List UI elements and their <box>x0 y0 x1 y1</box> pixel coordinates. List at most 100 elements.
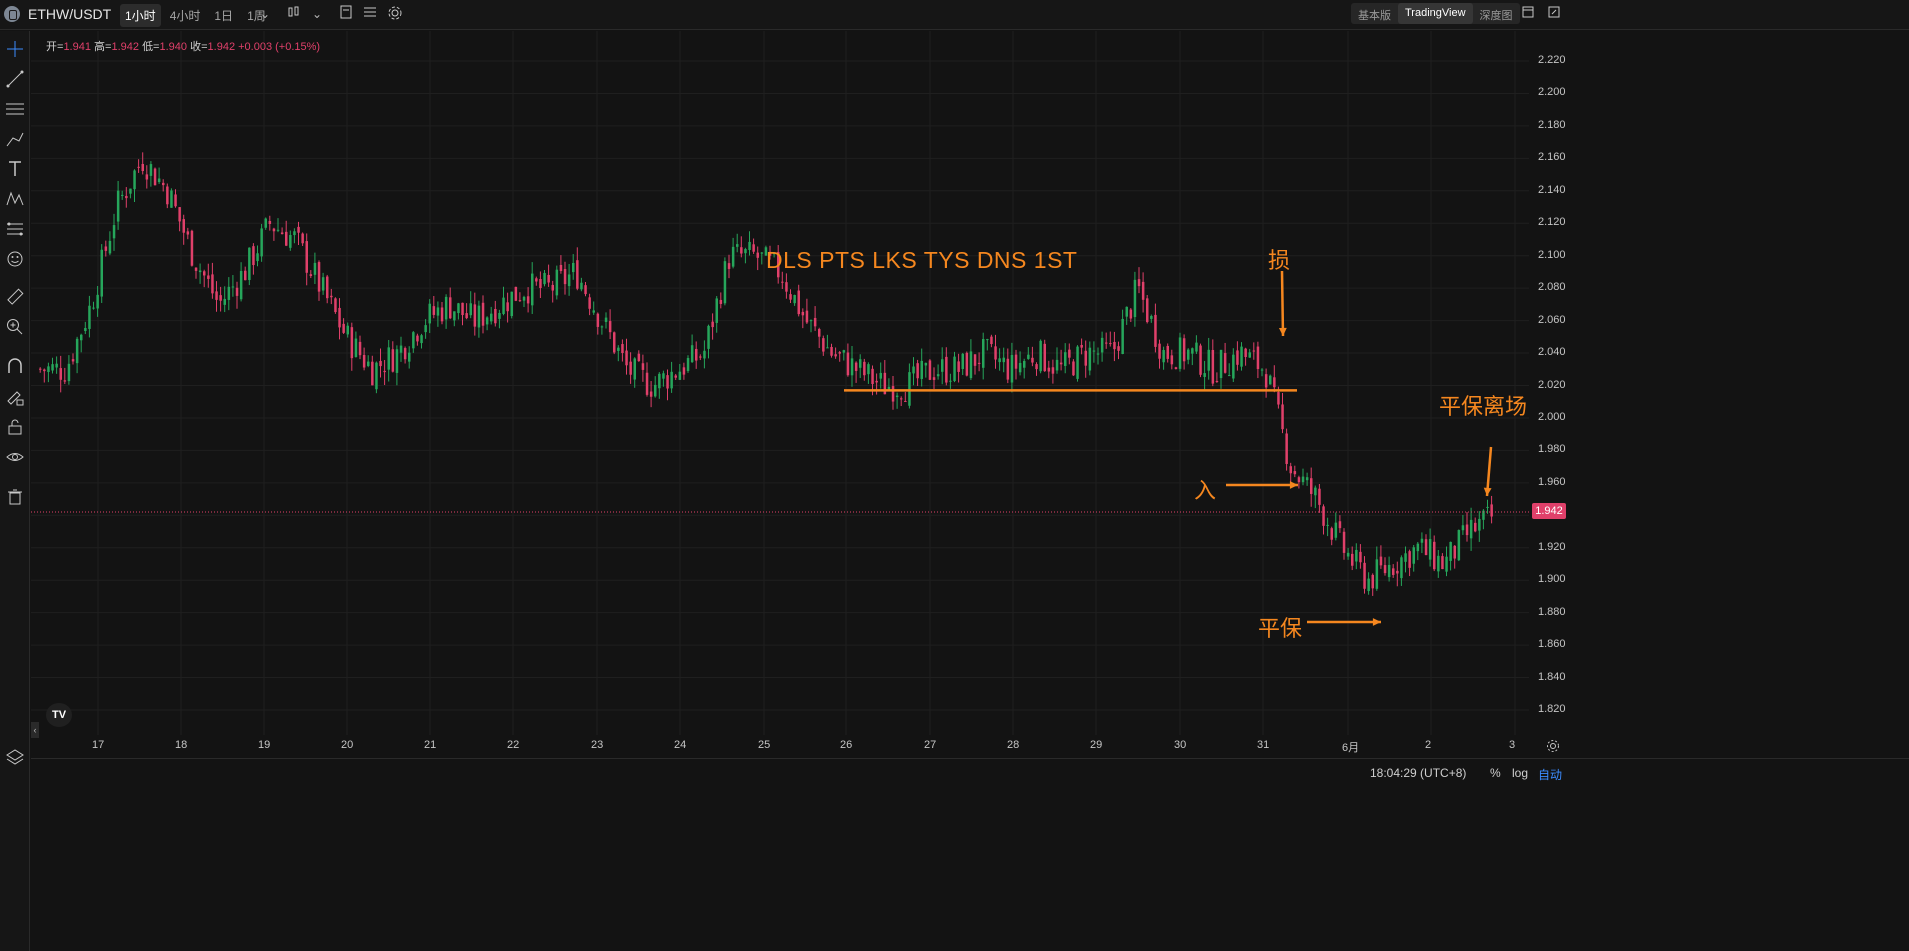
layers-icon[interactable] <box>5 747 25 767</box>
candle-body <box>949 380 952 382</box>
candle-body <box>203 271 206 276</box>
price-tick: 1.840 <box>1538 670 1566 683</box>
time-tick: 6月 <box>1342 742 1360 754</box>
candle-body <box>1273 377 1276 388</box>
axis-settings-gear-icon[interactable] <box>1546 739 1560 753</box>
candle-body <box>313 262 317 275</box>
candle-body <box>1187 349 1190 360</box>
menu-list-icon[interactable] <box>361 5 379 23</box>
interval-1d[interactable]: 1日 <box>214 9 234 23</box>
candle-body <box>309 274 313 276</box>
candle-body <box>1043 343 1046 372</box>
interval-4h[interactable]: 4小时 <box>169 9 201 23</box>
candle-body <box>170 190 173 208</box>
candle-body <box>1240 346 1243 367</box>
candle-body <box>846 352 850 376</box>
indicator-icon[interactable] <box>337 5 355 23</box>
candle-body <box>1305 477 1309 481</box>
view-depth[interactable]: 深度图 <box>1479 10 1513 22</box>
candle-body <box>125 195 128 199</box>
brush-icon[interactable] <box>5 129 25 149</box>
candle-body <box>420 335 423 344</box>
log-toggle[interactable]: log <box>1512 766 1529 780</box>
candle-body <box>781 281 784 283</box>
lock-icon[interactable] <box>5 417 25 437</box>
candle-body <box>1387 564 1391 578</box>
candle-body <box>941 359 944 372</box>
tradingview-logo[interactable]: TV <box>46 703 72 727</box>
candle-body <box>1018 362 1022 373</box>
candle-body <box>1383 565 1387 574</box>
candle-body <box>63 380 67 382</box>
zoom-icon[interactable] <box>5 317 25 337</box>
candle-body <box>469 303 472 316</box>
interval-1h[interactable]: 1小时 <box>120 4 161 27</box>
trendline-icon[interactable] <box>5 69 25 89</box>
fib-lines-icon[interactable] <box>5 99 25 119</box>
ruler-icon[interactable] <box>5 287 25 307</box>
view-basic[interactable]: 基本版 <box>1358 10 1391 22</box>
candle-body <box>969 351 973 379</box>
window-icon[interactable] <box>1519 5 1537 23</box>
fullscreen-icon[interactable] <box>1545 5 1563 23</box>
candle-body <box>342 323 345 333</box>
candle-body <box>818 329 821 337</box>
candle-body <box>305 241 308 273</box>
gear-icon[interactable] <box>386 5 404 23</box>
interval-1w[interactable]: 1周 <box>247 9 266 23</box>
candle-body <box>272 228 276 232</box>
candle-body <box>547 274 550 283</box>
candle-body <box>900 398 903 400</box>
ohlc-open: 1.941 <box>63 41 91 53</box>
candle-body <box>875 380 878 383</box>
price-axis[interactable] <box>1530 31 1909 735</box>
candle-type-icon[interactable] <box>285 5 303 23</box>
ohlc-close-label: 收= <box>190 41 208 53</box>
symbol-title[interactable]: ETHW/USDT <box>28 6 112 22</box>
time-tick: 22 <box>507 739 520 751</box>
stop-arrow-head <box>1278 327 1287 336</box>
percent-toggle[interactable]: % <box>1490 766 1501 780</box>
candle-body <box>129 188 132 194</box>
collapse-toolbar-button[interactable]: ‹ <box>31 722 39 738</box>
candle-body <box>711 321 714 328</box>
crosshair-icon[interactable] <box>5 39 25 59</box>
magnet-icon[interactable] <box>5 357 25 377</box>
candle-body <box>395 349 399 373</box>
price-chart[interactable] <box>31 31 1529 735</box>
candle-body <box>375 362 378 390</box>
annotation-stop: 损 <box>1268 248 1291 273</box>
chevron-down-icon[interactable]: ⌄ <box>311 7 323 21</box>
time-axis[interactable] <box>31 735 1530 755</box>
time-tick: 27 <box>924 739 937 751</box>
lock-drawing-icon[interactable] <box>5 387 25 407</box>
candle-body <box>834 354 837 357</box>
candle-body <box>1027 354 1030 359</box>
candle-body <box>362 354 366 368</box>
candle-body <box>149 164 153 176</box>
time-tick: 23 <box>591 739 604 751</box>
candle-body <box>965 352 969 376</box>
interval-selector: 1小时 4小时 1日 1周 <box>120 4 271 27</box>
eye-icon[interactable] <box>5 447 25 467</box>
candle-body <box>1158 343 1161 359</box>
pattern-icon[interactable] <box>5 189 25 209</box>
candle-body <box>703 350 706 359</box>
auto-toggle[interactable]: 自动 <box>1538 768 1563 782</box>
candle-body <box>1355 549 1358 562</box>
price-tick: 1.960 <box>1538 475 1566 488</box>
candle-body <box>518 300 522 302</box>
candle-body <box>826 347 829 349</box>
candle-body <box>1449 541 1452 561</box>
trash-icon[interactable] <box>5 487 25 507</box>
candle-body <box>1035 364 1038 370</box>
prediction-icon[interactable] <box>5 219 25 239</box>
candle-body <box>207 275 210 279</box>
candle-body <box>1264 374 1268 388</box>
candle-body <box>1478 518 1481 531</box>
candle-body <box>932 377 936 380</box>
view-tradingview[interactable]: TradingView <box>1398 3 1473 24</box>
chevron-down-icon[interactable]: ⌄ <box>259 7 271 21</box>
emoji-icon[interactable] <box>5 249 25 269</box>
text-icon[interactable] <box>5 159 25 179</box>
